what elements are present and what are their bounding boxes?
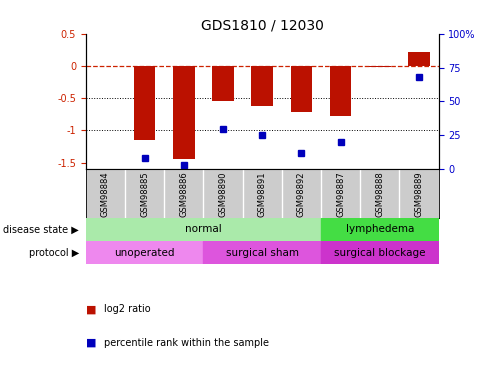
Text: GSM98892: GSM98892 [297,172,306,217]
Bar [212,66,234,102]
Text: GSM98890: GSM98890 [219,172,227,217]
Text: lymphedema: lymphedema [345,225,414,234]
Bar [86,218,321,241]
Bar [86,241,203,264]
Text: GSM98885: GSM98885 [140,172,149,217]
Bar [291,66,312,112]
Text: unoperated: unoperated [114,248,175,258]
Text: percentile rank within the sample: percentile rank within the sample [104,338,270,348]
Bar [321,218,439,241]
Text: surgical blockage: surgical blockage [334,248,425,258]
Bar [134,66,155,140]
Text: disease state ▶: disease state ▶ [3,225,79,234]
Bar [369,66,391,67]
Text: ■: ■ [86,338,96,348]
Bar [203,241,321,264]
Bar [173,66,195,159]
Text: GSM98887: GSM98887 [336,172,345,217]
Bar [251,66,273,106]
Text: surgical sham: surgical sham [226,248,298,258]
Text: GSM98886: GSM98886 [179,172,188,217]
Bar [321,241,439,264]
Bar [330,66,351,116]
Bar [408,52,430,66]
Text: log2 ratio: log2 ratio [104,304,151,314]
Text: GSM98884: GSM98884 [101,172,110,217]
Text: GSM98889: GSM98889 [415,172,423,217]
Title: GDS1810 / 12030: GDS1810 / 12030 [201,19,323,33]
Text: ■: ■ [86,304,96,314]
Text: protocol ▶: protocol ▶ [28,248,79,258]
Text: GSM98888: GSM98888 [375,172,384,217]
Text: GSM98891: GSM98891 [258,172,267,217]
Text: normal: normal [185,225,221,234]
